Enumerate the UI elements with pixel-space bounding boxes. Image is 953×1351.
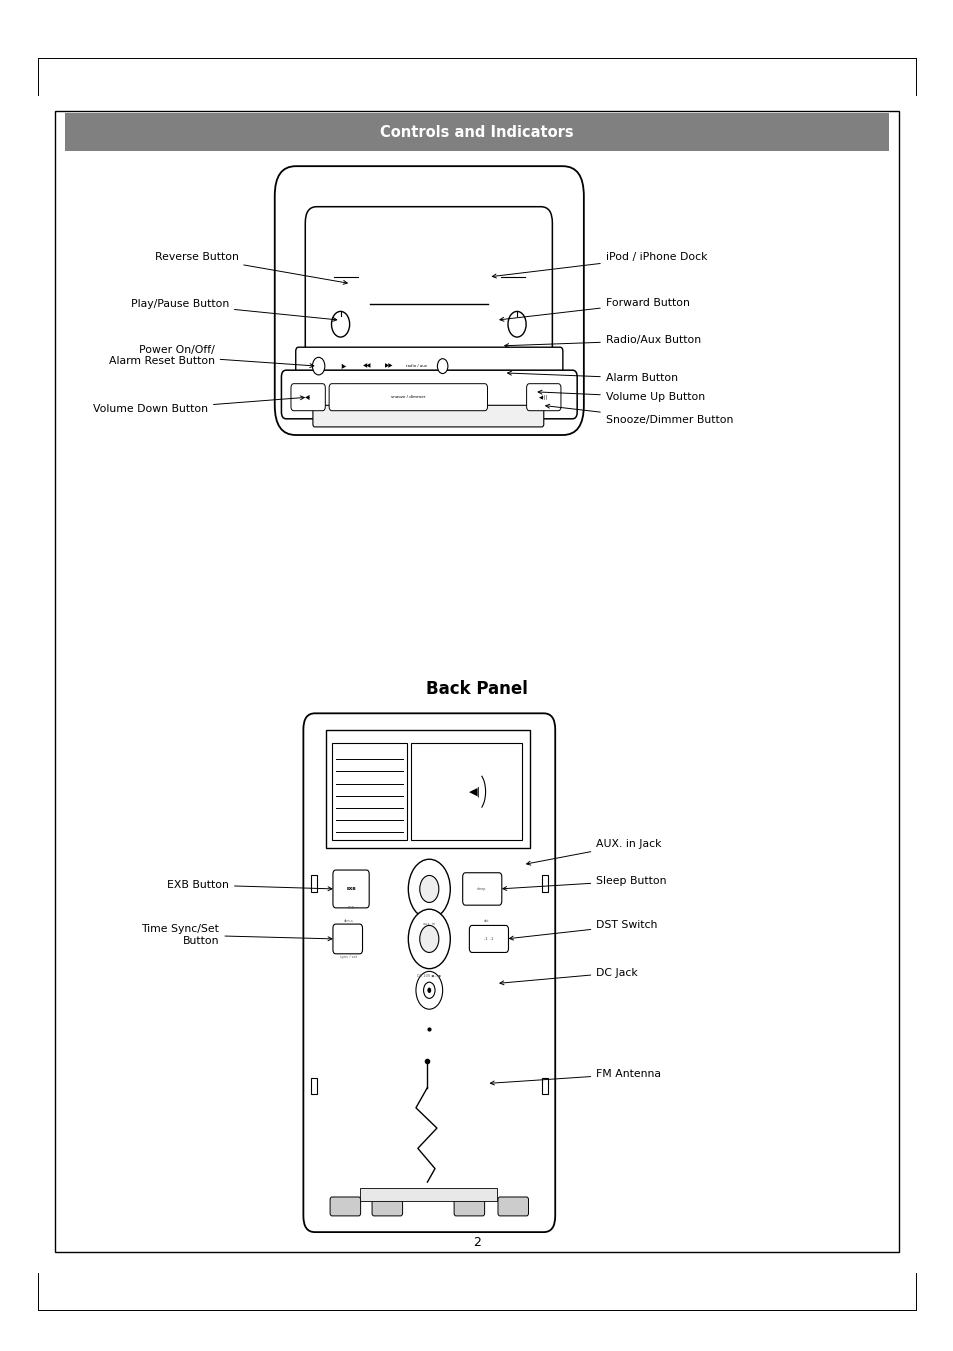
Text: -1  -1: -1 -1 <box>483 938 493 940</box>
Text: AUX. in Jack: AUX. in Jack <box>526 839 661 865</box>
FancyBboxPatch shape <box>411 743 521 840</box>
Circle shape <box>423 982 435 998</box>
Text: sync / set: sync / set <box>339 955 356 958</box>
Text: EXB Button: EXB Button <box>167 880 332 890</box>
Text: Volume Up Button: Volume Up Button <box>537 390 704 403</box>
Circle shape <box>419 925 438 952</box>
Text: radio / aux: radio / aux <box>406 365 427 367</box>
Circle shape <box>408 859 450 919</box>
Circle shape <box>507 312 526 338</box>
FancyBboxPatch shape <box>305 207 552 381</box>
Text: Play/Pause Button: Play/Pause Button <box>131 299 336 322</box>
Bar <box>541 875 547 892</box>
Text: Sleep Button: Sleep Button <box>502 875 666 890</box>
Text: DC 10V ●—●: DC 10V ●—● <box>416 974 441 977</box>
FancyBboxPatch shape <box>303 713 555 1232</box>
FancyBboxPatch shape <box>454 1197 484 1216</box>
Text: Radio/Aux Button: Radio/Aux Button <box>504 335 700 347</box>
FancyBboxPatch shape <box>333 870 369 908</box>
Circle shape <box>436 358 448 374</box>
Text: Reverse Button: Reverse Button <box>154 251 347 284</box>
Text: ▶▶: ▶▶ <box>385 363 393 369</box>
Text: ◀◀: ◀◀ <box>363 363 371 369</box>
Text: FM Antenna: FM Antenna <box>490 1069 660 1085</box>
FancyBboxPatch shape <box>372 1197 402 1216</box>
Text: ◀|: ◀| <box>469 786 480 797</box>
FancyBboxPatch shape <box>329 384 487 411</box>
Circle shape <box>312 357 324 376</box>
Text: dst: dst <box>483 920 489 923</box>
Text: Top Panel: Top Panel <box>432 176 521 195</box>
Text: iPod / iPhone Dock: iPod / iPhone Dock <box>492 251 706 278</box>
FancyBboxPatch shape <box>333 924 362 954</box>
Text: Controls and Indicators: Controls and Indicators <box>380 124 573 141</box>
Text: Back Panel: Back Panel <box>426 680 527 698</box>
FancyBboxPatch shape <box>359 1188 497 1201</box>
FancyBboxPatch shape <box>497 1197 528 1216</box>
FancyBboxPatch shape <box>313 405 543 427</box>
Text: |▶: |▶ <box>340 363 346 369</box>
FancyBboxPatch shape <box>326 730 530 848</box>
Text: Power On/Off/
Alarm Reset Button: Power On/Off/ Alarm Reset Button <box>109 345 314 367</box>
FancyBboxPatch shape <box>291 384 325 411</box>
Text: sleep: sleep <box>476 888 486 890</box>
FancyBboxPatch shape <box>526 384 560 411</box>
Text: Time Sync/Set
Button: Time Sync/Set Button <box>141 924 332 946</box>
FancyBboxPatch shape <box>469 925 508 952</box>
Circle shape <box>419 875 438 902</box>
FancyBboxPatch shape <box>462 873 501 905</box>
Text: DST Switch: DST Switch <box>509 920 657 940</box>
Text: 2: 2 <box>473 1236 480 1250</box>
Circle shape <box>331 312 349 338</box>
FancyBboxPatch shape <box>332 743 407 840</box>
Text: EXB: EXB <box>347 907 355 909</box>
Text: snooze / dimmer: snooze / dimmer <box>391 396 425 399</box>
Text: Volume Down Button: Volume Down Button <box>92 396 304 415</box>
Text: aux. in: aux. in <box>423 923 435 925</box>
Circle shape <box>408 909 450 969</box>
Text: DC Jack: DC Jack <box>499 967 638 985</box>
FancyBboxPatch shape <box>295 347 562 385</box>
Bar <box>65 113 888 151</box>
FancyBboxPatch shape <box>274 166 583 435</box>
Text: Forward Button: Forward Button <box>499 297 689 322</box>
Text: dim-s: dim-s <box>343 920 353 923</box>
Text: alm. reset: alm. reset <box>336 384 354 386</box>
Bar <box>541 1078 547 1094</box>
Bar <box>311 1078 316 1094</box>
FancyBboxPatch shape <box>281 370 577 419</box>
FancyBboxPatch shape <box>330 1197 360 1216</box>
Bar <box>311 875 316 892</box>
Circle shape <box>416 971 442 1009</box>
Circle shape <box>427 988 431 993</box>
Text: Alarm Button: Alarm Button <box>507 372 677 384</box>
Text: ◀): ◀) <box>305 394 311 400</box>
Text: Snooze/Dimmer Button: Snooze/Dimmer Button <box>545 404 733 426</box>
Text: ◀))): ◀))) <box>538 394 548 400</box>
Bar <box>55 111 898 1252</box>
Text: EXB: EXB <box>346 888 355 890</box>
